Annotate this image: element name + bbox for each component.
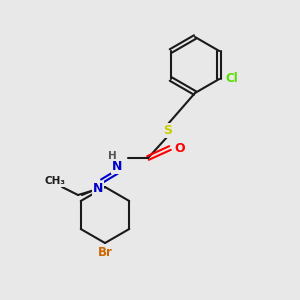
Text: O: O [175, 142, 185, 154]
Text: N: N [93, 182, 103, 194]
Text: Cl: Cl [226, 73, 239, 85]
Text: H: H [108, 151, 116, 161]
Text: Br: Br [98, 247, 112, 260]
Text: N: N [112, 160, 122, 172]
Text: S: S [164, 124, 172, 136]
Text: CH₃: CH₃ [44, 176, 65, 186]
